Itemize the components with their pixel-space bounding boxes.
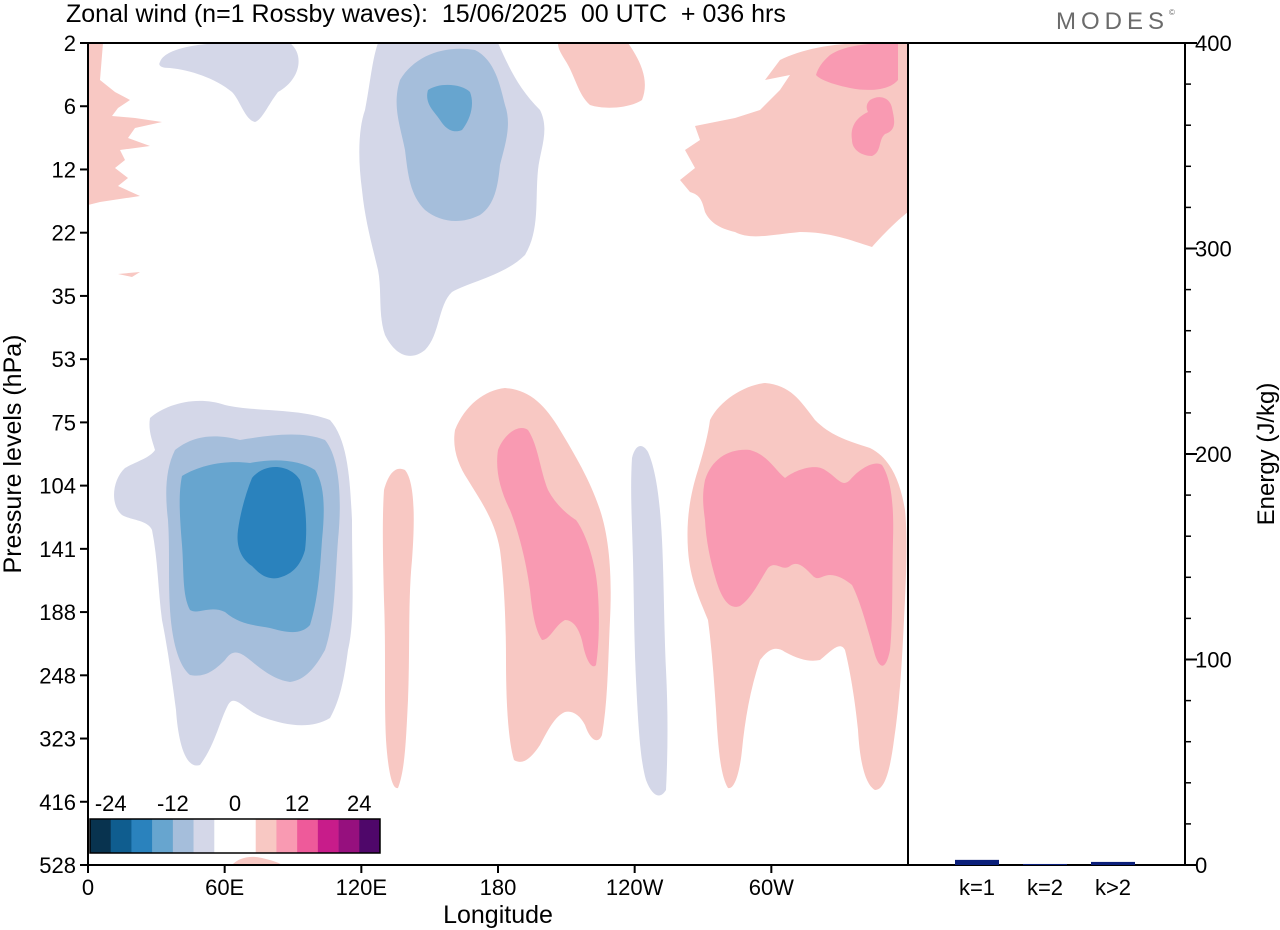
contour-positive-upper-right <box>680 43 908 247</box>
energy-panel <box>908 42 1186 866</box>
x-tick-label: 60W <box>749 875 794 900</box>
y-tick-label: 53 <box>52 347 76 372</box>
energy-tick-label: 400 <box>1195 31 1232 56</box>
y-axis: 2 6 12 22 35 53 75 104 141 188 248 323 416 528 <box>39 31 88 878</box>
energy-bar <box>1091 861 1135 865</box>
contour-negative-upper-middle-core <box>427 84 473 132</box>
colorbar-swatch <box>297 819 319 853</box>
energy-bar <box>1023 863 1067 865</box>
energy-bar-labels: k=1 k=2 k>2 <box>959 875 1131 900</box>
contour-negative-upper-middle-mid <box>396 48 508 222</box>
contour-positive-bottom <box>232 856 282 865</box>
colorbar-label: 0 <box>229 791 241 816</box>
x-tick-label: 120E <box>336 875 387 900</box>
x-tick-label: 120W <box>606 875 664 900</box>
x-axis: 0 60E 120E 180 120W 60W <box>82 865 794 900</box>
x-tick-label: 180 <box>480 875 517 900</box>
colorbar-swatch <box>90 819 112 853</box>
y-tick-label: 6 <box>64 94 76 119</box>
energy-bar <box>955 859 999 865</box>
colorbar-swatch <box>235 819 257 853</box>
energy-axis: 0 100 200 300 400 <box>1185 31 1232 878</box>
y-tick-label: 35 <box>52 284 76 309</box>
y-tick-label: 248 <box>39 663 76 688</box>
colorbar-label: 24 <box>347 791 371 816</box>
colorbar-swatch <box>276 819 298 853</box>
colorbar-swatch <box>193 819 215 853</box>
y-tick-label: 75 <box>52 410 76 435</box>
colorbar-swatch <box>317 819 339 853</box>
energy-tick-label: 300 <box>1195 237 1232 262</box>
y-tick-label: 12 <box>52 157 76 182</box>
colorbar-swatch <box>172 819 194 853</box>
brand-logo: MODES© <box>1056 8 1175 36</box>
brand-text: MODES <box>1056 8 1170 35</box>
contour-positive-middle-core <box>497 428 599 667</box>
contour-negative-lower-left-core <box>237 466 307 579</box>
contour-positive-top-middle <box>558 43 645 108</box>
contour-positive-right-core <box>703 449 894 666</box>
y-tick-label: 416 <box>39 790 76 815</box>
energy-tick-label: 200 <box>1195 442 1232 467</box>
contour-positive-upper-left <box>88 43 162 205</box>
colorbar-swatch <box>255 819 277 853</box>
y-tick-label: 2 <box>64 31 76 56</box>
contour-negative-thin-vertical <box>631 446 668 796</box>
y-tick-label: 141 <box>39 537 76 562</box>
contour-fields <box>88 43 908 865</box>
energy-tick-label: 100 <box>1195 648 1232 673</box>
x-tick-label: 60E <box>205 875 244 900</box>
colorbar-label: -12 <box>157 791 189 816</box>
energy-axis-label: Energy (J/kg) <box>1253 383 1280 526</box>
energy-category-label: k>2 <box>1095 875 1131 900</box>
y-tick-label: 323 <box>39 727 76 752</box>
energy-tick-label: 0 <box>1195 853 1207 878</box>
colorbar-labels: -24 -12 0 12 24 <box>95 791 372 816</box>
y-tick-label: 104 <box>39 474 76 499</box>
x-tick-label: 0 <box>82 875 94 900</box>
energy-bars <box>955 859 1135 865</box>
colorbar-swatch <box>359 819 381 853</box>
energy-category-label: k=1 <box>959 875 995 900</box>
contour-positive-sliver <box>118 272 140 277</box>
contour-positive-upper-right-core-b <box>851 97 895 156</box>
colorbar-swatch <box>214 819 236 853</box>
colorbar-swatch <box>338 819 360 853</box>
colorbar <box>89 818 381 854</box>
energy-category-label: k=2 <box>1027 875 1063 900</box>
colorbar-label: 12 <box>285 791 309 816</box>
y-axis-label: Pressure levels (hPa) <box>0 335 27 574</box>
y-tick-label: 528 <box>39 853 76 878</box>
x-axis-label: Longitude <box>443 901 553 929</box>
y-tick-label: 22 <box>52 221 76 246</box>
colorbar-frame <box>89 818 381 854</box>
contour-negative-upper-left <box>159 43 299 122</box>
contour-positive-thin-vertical <box>382 468 414 789</box>
colorbar-swatch <box>131 819 153 853</box>
colorbar-swatch <box>152 819 174 853</box>
y-tick-label: 188 <box>39 600 76 625</box>
colorbar-swatch <box>110 819 132 853</box>
colorbar-label: -24 <box>95 791 127 816</box>
brand-mark: © <box>1169 8 1175 17</box>
chart-title: Zonal wind (n=1 Rossby waves): 15/06/202… <box>66 0 786 28</box>
contour-positive-upper-right-core-a <box>816 43 898 90</box>
